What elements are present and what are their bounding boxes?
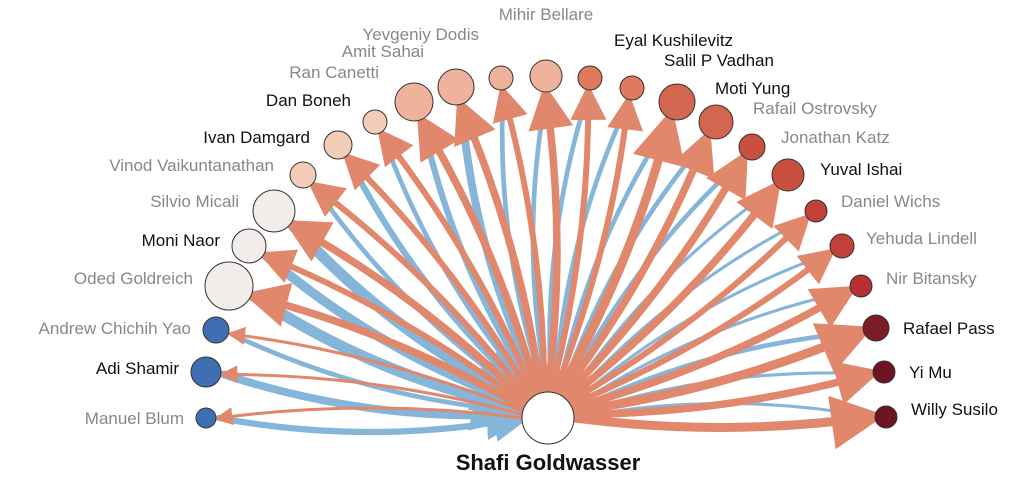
coauthor-nodes: Manuel Blum Adi Shamir Andrew Chichih Yao O…	[39, 5, 998, 429]
edge-in-0	[215, 404, 532, 442]
node-5[interactable]	[252, 189, 296, 233]
node-label-6: Vinod Vaikuntanathan	[109, 156, 274, 175]
node-label-18: Yuval Ishai	[820, 160, 902, 179]
edge-out-3	[243, 283, 528, 412]
node-21[interactable]	[849, 274, 873, 298]
node-18[interactable]	[771, 158, 805, 192]
edge-out-9	[416, 112, 542, 398]
node-label-15: Moti Yung	[715, 79, 790, 98]
node-label-7: Ivan Damgard	[203, 128, 310, 147]
edge-out-21	[568, 285, 858, 412]
edge-out-8	[377, 127, 538, 399]
edge-out-23	[570, 361, 881, 419]
node-label-16: Rafail Ostrovsky	[753, 99, 877, 118]
node-label-0: Manuel Blum	[85, 409, 184, 428]
node-label-20: Yehuda Lindell	[866, 229, 977, 248]
node-17[interactable]	[738, 133, 766, 161]
node-label-21: Nir Bitansky	[886, 269, 977, 288]
node-label-13: Eyal Kushilevitz	[614, 31, 733, 50]
node-label-9: Ran Canetti	[289, 63, 379, 82]
edge-out-4	[257, 249, 529, 408]
center-node-group: Shafi Goldwasser	[456, 391, 641, 475]
node-label-4: Moni Naor	[142, 231, 221, 250]
edge-out-20	[567, 248, 837, 408]
node-23[interactable]	[872, 360, 896, 384]
node-2[interactable]	[202, 316, 230, 344]
edge-out-19	[565, 213, 812, 406]
node-0[interactable]	[195, 407, 217, 429]
node-24[interactable]	[874, 405, 898, 429]
edge-out-22	[568, 323, 874, 416]
node-label-10: Amit Sahai	[342, 42, 424, 61]
node-label-1: Adi Shamir	[96, 359, 179, 378]
node-19[interactable]	[804, 199, 828, 223]
node-13[interactable]	[577, 65, 603, 91]
node-16[interactable]	[698, 104, 734, 140]
edge-out-2	[227, 326, 525, 413]
edge-out-1	[219, 365, 524, 416]
node-label-11: Yevgeniy Dodis	[362, 25, 479, 44]
node-7[interactable]	[323, 130, 353, 160]
node-label-24: Willy Susilo	[911, 400, 998, 419]
center-node-label: Shafi Goldwasser	[456, 450, 641, 475]
edge-out-18	[562, 179, 782, 404]
node-15[interactable]	[658, 83, 696, 121]
node-22[interactable]	[862, 314, 890, 342]
node-label-19: Daniel Wichs	[841, 192, 940, 211]
node-20[interactable]	[829, 233, 855, 259]
node-label-14: Salil P Vadhan	[664, 51, 774, 70]
node-label-12: Mihir Bellare	[499, 5, 593, 24]
node-8[interactable]	[362, 109, 388, 135]
node-4[interactable]	[231, 228, 267, 264]
node-label-5: Silvio Micali	[150, 192, 239, 211]
edge-out-15	[553, 108, 686, 399]
node-label-8: Dan Boneh	[266, 91, 351, 110]
center-node[interactable]	[521, 391, 575, 445]
outgoing-edges	[214, 83, 886, 450]
node-9[interactable]	[394, 82, 434, 122]
node-1[interactable]	[190, 356, 222, 388]
edge-out-11	[492, 84, 548, 396]
edge-out-16	[557, 128, 715, 400]
node-label-23: Yi Mu	[909, 363, 952, 382]
node-label-22: Rafael Pass	[903, 319, 995, 338]
edge-out-24	[569, 395, 886, 450]
edge-out-7	[342, 152, 536, 401]
node-12[interactable]	[529, 59, 563, 93]
node-3[interactable]	[204, 261, 254, 311]
edge-out-13	[548, 83, 607, 396]
node-10[interactable]	[437, 68, 475, 106]
node-label-3: Oded Goldreich	[74, 269, 193, 288]
edge-out-17	[559, 149, 748, 401]
node-11[interactable]	[488, 65, 514, 91]
node-label-17: Jonathan Katz	[781, 128, 890, 147]
edge-out-10	[454, 96, 545, 397]
node-label-2: Andrew Chichih Yao	[39, 319, 191, 338]
edge-out-12	[528, 83, 574, 396]
edge-out-14	[551, 93, 644, 396]
edge-out-5	[283, 219, 532, 407]
edge-out-0	[214, 406, 524, 426]
edge-out-6	[307, 180, 533, 403]
node-14[interactable]	[619, 75, 645, 101]
node-6[interactable]	[289, 161, 317, 189]
